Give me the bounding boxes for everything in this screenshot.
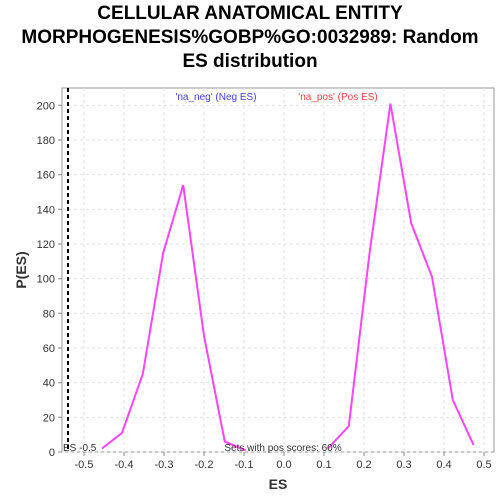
legend-neg: 'na_neg' (Neg ES) bbox=[175, 92, 256, 103]
grid bbox=[62, 88, 494, 453]
y-tick-label: 100 bbox=[37, 274, 55, 286]
x-axis-title: ES bbox=[269, 476, 288, 492]
x-tick-label: 0.0 bbox=[276, 459, 291, 471]
y-tick-label: 20 bbox=[43, 412, 55, 424]
plot-background bbox=[61, 87, 495, 453]
x-tick-label: -0.3 bbox=[155, 459, 174, 471]
y-axis-title: P(ES) bbox=[13, 251, 29, 288]
chart-title: CELLULAR ANATOMICAL ENTITY MORPHOGENESIS… bbox=[0, 2, 500, 74]
x-tick-label: 0.2 bbox=[356, 459, 371, 471]
series-line-pos bbox=[327, 103, 475, 450]
x-tick-label: 0.1 bbox=[316, 459, 331, 471]
legend-pos: 'na_pos' (Pos ES) bbox=[298, 92, 377, 103]
y-tick-label: 80 bbox=[43, 308, 55, 320]
x-tick-label: -0.4 bbox=[115, 459, 134, 471]
series-line-neg bbox=[101, 184, 246, 452]
y-tick-label: 60 bbox=[43, 343, 55, 355]
y-tick-label: 180 bbox=[37, 135, 55, 147]
x-tick-label: -0.2 bbox=[195, 459, 214, 471]
y-tick-label: 140 bbox=[37, 204, 55, 216]
y-tick-label: 120 bbox=[37, 239, 55, 251]
y-tick-label: 160 bbox=[37, 170, 55, 182]
x-tick-label: -0.1 bbox=[235, 459, 254, 471]
es-marker-label: ES -0.5 bbox=[63, 443, 97, 454]
x-tick-label: 0.4 bbox=[436, 459, 451, 471]
x-tick-label: 0.3 bbox=[396, 459, 411, 471]
ticks: -0.5 -0.4 -0.3 -0.2 -0.1 0.0 0.1 0.2 0.3 0.4 0.5 0 2… bbox=[37, 100, 492, 471]
x-tick-label: -0.5 bbox=[75, 459, 94, 471]
y-tick-label: 200 bbox=[37, 100, 55, 112]
y-tick-label: 0 bbox=[49, 447, 55, 459]
chart-title-line-3: ES distribution bbox=[182, 51, 318, 72]
y-tick-label: 40 bbox=[43, 378, 55, 390]
pos-scores-annotation: Sets with pos scores: 60% bbox=[224, 443, 341, 454]
chart-title-line-1: CELLULAR ANATOMICAL ENTITY bbox=[97, 3, 403, 24]
x-tick-label: 0.5 bbox=[476, 459, 491, 471]
chart-title-line-2: MORPHOGENESIS%GOBP%GO:0032989: Random bbox=[21, 27, 479, 48]
